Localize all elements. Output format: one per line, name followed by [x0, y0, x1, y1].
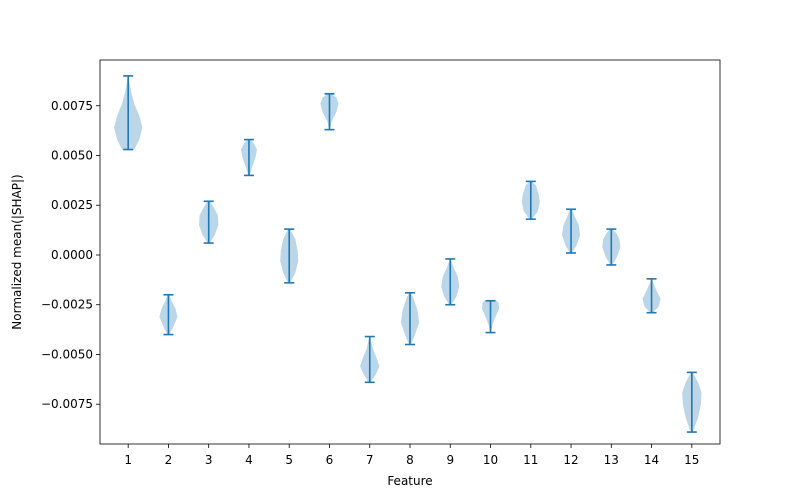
y-tick-label: −0.0075	[41, 397, 93, 411]
y-tick-label: −0.0025	[41, 298, 93, 312]
plot-frame	[99, 59, 721, 445]
x-tick-label: 8	[406, 453, 414, 467]
x-tick-label: 6	[326, 453, 334, 467]
x-tick-label: 10	[483, 453, 498, 467]
y-tick-label: −0.0050	[41, 347, 93, 361]
y-tick-label: 0.0000	[51, 248, 93, 262]
x-tick-label: 3	[205, 453, 213, 467]
y-axis-ticks: −0.0075 −0.0050 −0.0025 0.0000 0.0025 0.0050 0…	[41, 99, 100, 411]
x-tick-label: 4	[245, 453, 253, 467]
x-tick-label: 2	[165, 453, 173, 467]
x-tick-label: 5	[285, 453, 293, 467]
y-tick-label: 0.0050	[51, 149, 93, 163]
x-tick-label: 1	[124, 453, 132, 467]
y-tick-label: 0.0025	[51, 198, 93, 212]
x-axis-label: Feature	[387, 474, 432, 488]
violin-group	[114, 75, 702, 433]
x-tick-label: 14	[644, 453, 659, 467]
y-tick-label: 0.0075	[51, 99, 93, 113]
x-tick-label: 15	[684, 453, 699, 467]
x-tick-label: 13	[604, 453, 619, 467]
x-tick-label: 11	[523, 453, 538, 467]
x-tick-label: 12	[563, 453, 578, 467]
x-tick-label: 9	[446, 453, 454, 467]
x-tick-label: 7	[366, 453, 374, 467]
x-axis-ticks: 1 2 3 4 5 6 7 8 9 10 11 12 13 14 15	[124, 444, 699, 467]
y-axis-label: Normalized mean(|SHAP|)	[10, 174, 24, 329]
